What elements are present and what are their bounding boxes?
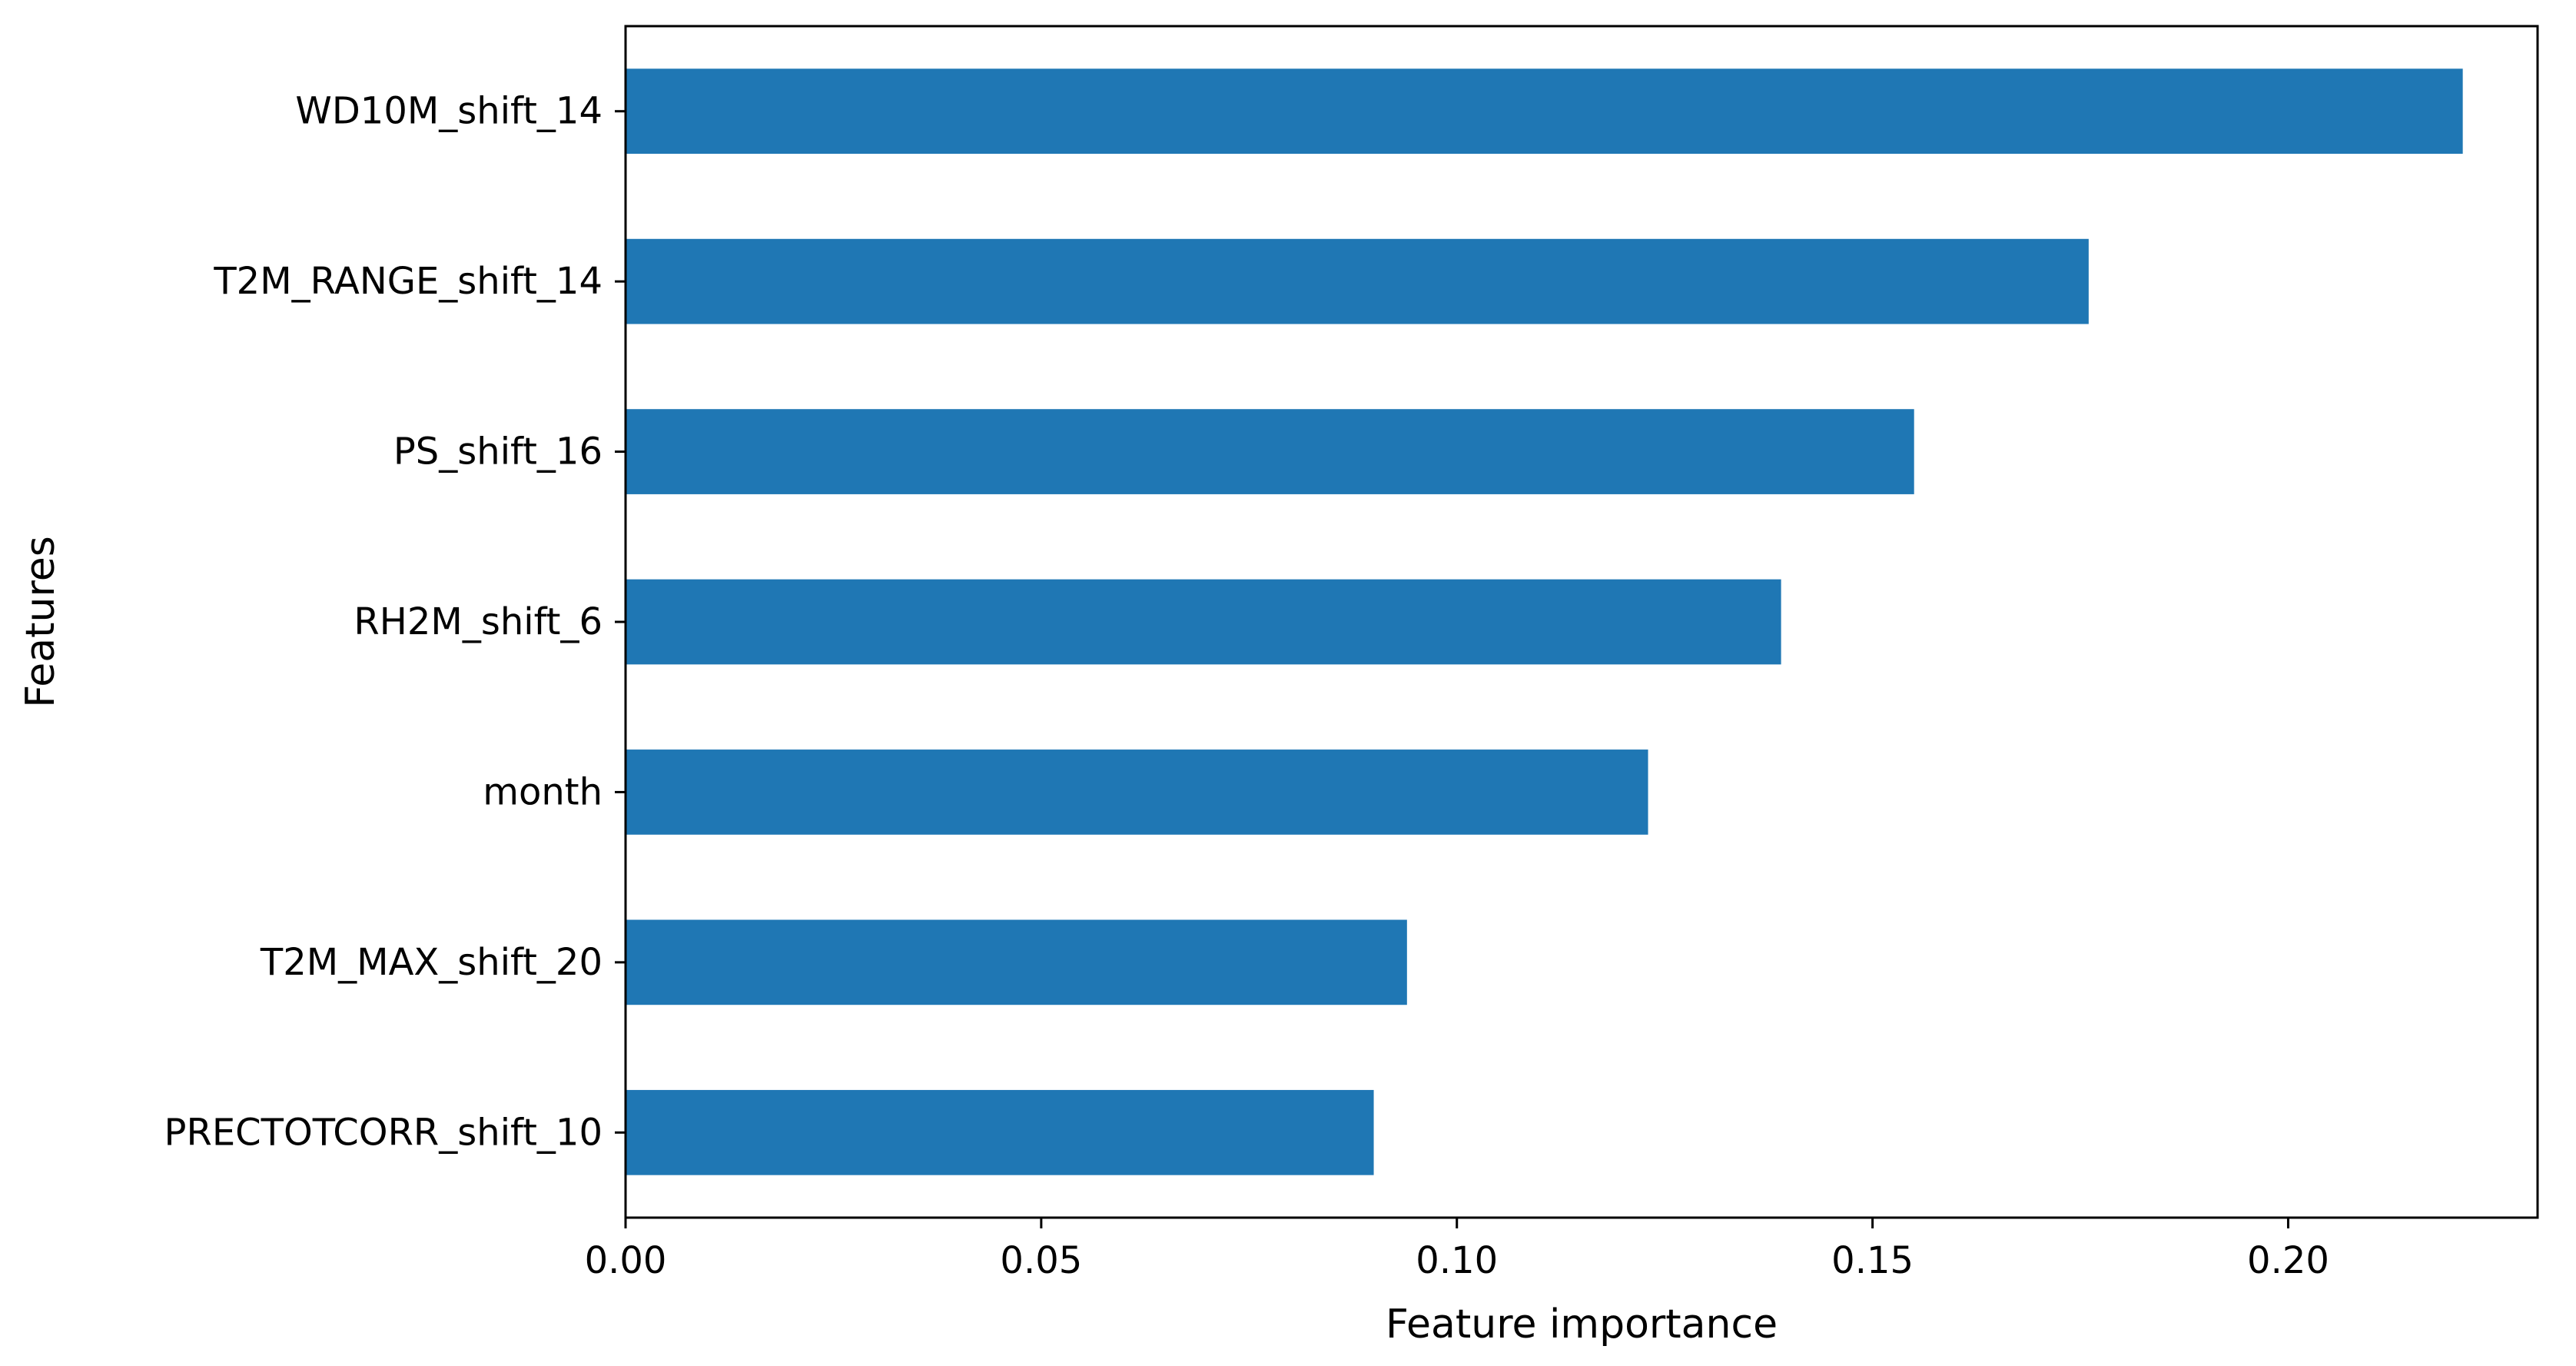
bar-T2M_RANGE_shift_14 bbox=[626, 238, 2089, 324]
y-tick-label: T2M_MAX_shift_20 bbox=[260, 941, 603, 984]
bar-T2M_MAX_shift_20 bbox=[626, 919, 1407, 1005]
x-tick-label: 0.10 bbox=[1416, 1239, 1498, 1282]
bars-layer bbox=[626, 68, 2463, 1175]
y-axis-title: Features bbox=[18, 536, 64, 708]
x-axis: 0.00 0.05 0.10 0.15 0.20 bbox=[585, 1218, 2329, 1282]
x-tick-label: 0.00 bbox=[585, 1239, 667, 1282]
y-tick-label: T2M_RANGE_shift_14 bbox=[213, 260, 603, 303]
y-tick-label: month bbox=[483, 770, 603, 813]
bar-PS_shift_16 bbox=[626, 409, 1914, 494]
y-tick-label: RH2M_shift_6 bbox=[354, 600, 603, 643]
bar-RH2M_shift_6 bbox=[626, 579, 1781, 665]
y-tick-label: PRECTOTCORR_shift_10 bbox=[164, 1111, 603, 1154]
x-tick-label: 0.05 bbox=[1000, 1239, 1082, 1282]
x-tick-label: 0.20 bbox=[2247, 1239, 2329, 1282]
x-axis-title: Feature importance bbox=[1386, 1301, 1778, 1348]
bar-PRECTOTCORR_shift_10 bbox=[626, 1089, 1374, 1175]
bar-WD10M_shift_14 bbox=[626, 68, 2463, 155]
y-tick-label: PS_shift_16 bbox=[393, 430, 603, 474]
x-tick-label: 0.15 bbox=[1831, 1239, 1914, 1282]
bar-month bbox=[626, 749, 1648, 835]
y-tick-label: WD10M_shift_14 bbox=[295, 90, 603, 133]
y-axis: WD10M_shift_14 T2M_RANGE_shift_14 PS_shift… bbox=[164, 90, 626, 1154]
